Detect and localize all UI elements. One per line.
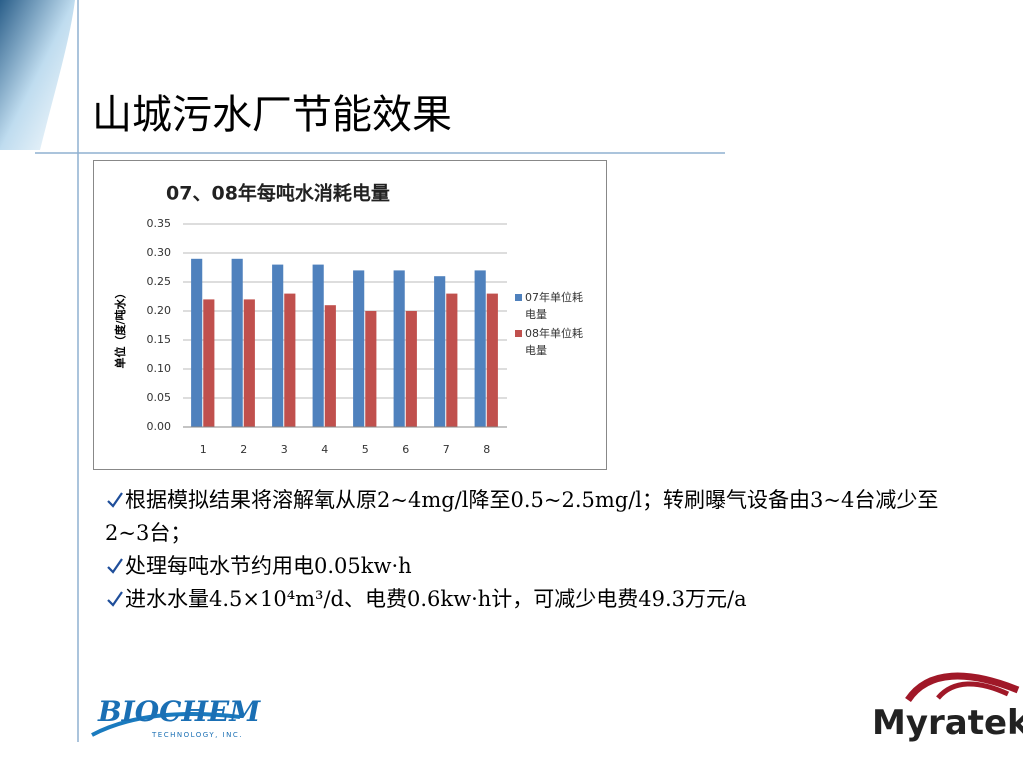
x-tick-label: 8 bbox=[483, 443, 490, 456]
myratek-logo: Myratek bbox=[872, 672, 1023, 743]
bar bbox=[272, 264, 284, 427]
bullet: 根据模拟结果将溶解氧从原2~4mg/l降至0.5~2.5mg/l；转刷曝气设备由… bbox=[105, 484, 965, 550]
legend-label: 08年单位耗电量 bbox=[525, 326, 583, 357]
logo-text: Myratek bbox=[872, 703, 1023, 743]
x-tick-label: 5 bbox=[362, 443, 369, 456]
check-icon bbox=[107, 492, 123, 508]
x-tick-label: 6 bbox=[402, 443, 409, 456]
bar bbox=[365, 311, 377, 427]
y-tick-label: 0.35 bbox=[147, 217, 172, 230]
check-icon bbox=[107, 591, 123, 607]
logo-swoosh bbox=[91, 712, 241, 737]
biochem-logo: BIOCHEM TECHNOLOGY, INC. bbox=[91, 695, 261, 739]
bar bbox=[353, 270, 365, 427]
x-tick-label: 4 bbox=[321, 443, 328, 456]
logo-text: BIOCHEM bbox=[97, 695, 261, 728]
check-icon bbox=[107, 558, 123, 574]
bar bbox=[446, 293, 458, 427]
bullet-text: 根据模拟结果将溶解氧从原2~4mg/l降至0.5~2.5mg/l；转刷曝气设备由… bbox=[105, 488, 939, 545]
bullet-list: 根据模拟结果将溶解氧从原2~4mg/l降至0.5~2.5mg/l；转刷曝气设备由… bbox=[105, 484, 965, 616]
bar bbox=[191, 258, 203, 427]
chart-title: 07、08年每吨水消耗电量 bbox=[166, 182, 390, 205]
bar bbox=[486, 293, 498, 427]
bar bbox=[203, 299, 215, 427]
slide-title: 山城污水厂节能效果 bbox=[92, 92, 452, 138]
y-tick-label: 0.20 bbox=[147, 304, 172, 317]
y-tick-label: 0.25 bbox=[147, 275, 172, 288]
bullet-text: 处理每吨水节约用电0.05kw·h bbox=[125, 554, 412, 578]
bar bbox=[434, 276, 446, 427]
bar bbox=[312, 264, 324, 427]
chart: 07、08年每吨水消耗电量 单位（度/吨水） 0.00 0.05 0.10 0.15 0… bbox=[93, 160, 607, 470]
bullet: 进水水量4.5×10⁴m³/d、电费0.6kw·h计，可减少电费49.3万元/a bbox=[105, 583, 965, 616]
water-image bbox=[0, 0, 75, 150]
x-tick-label: 3 bbox=[281, 443, 288, 456]
bar bbox=[393, 270, 405, 427]
legend-swatch bbox=[515, 294, 522, 301]
bar bbox=[324, 305, 336, 427]
x-tick-label: 7 bbox=[443, 443, 450, 456]
bar bbox=[284, 293, 296, 427]
logo-arc bbox=[905, 672, 1020, 703]
legend-swatch bbox=[515, 330, 522, 337]
y-tick-label: 0.10 bbox=[147, 362, 172, 375]
logo-arc bbox=[936, 681, 1010, 700]
bar bbox=[231, 258, 243, 427]
chart-frame bbox=[93, 160, 607, 470]
y-axis-label: 单位（度/吨水） bbox=[113, 287, 127, 368]
x-tick-label: 1 bbox=[200, 443, 207, 456]
bar bbox=[243, 299, 255, 427]
logo-subtext: TECHNOLOGY, INC. bbox=[151, 731, 243, 739]
y-tick-label: 0.05 bbox=[147, 391, 172, 404]
x-tick-label: 2 bbox=[240, 443, 247, 456]
bullet-text: 进水水量4.5×10⁴m³/d、电费0.6kw·h计，可减少电费49.3万元/a bbox=[125, 587, 747, 611]
y-tick-label: 0.00 bbox=[147, 420, 172, 433]
bullet: 处理每吨水节约用电0.05kw·h bbox=[105, 550, 965, 583]
y-tick-label: 0.15 bbox=[147, 333, 172, 346]
y-tick-label: 0.30 bbox=[147, 246, 172, 259]
bar bbox=[405, 311, 417, 427]
bar bbox=[474, 270, 486, 427]
legend-label: 07年单位耗电量 bbox=[525, 290, 583, 321]
